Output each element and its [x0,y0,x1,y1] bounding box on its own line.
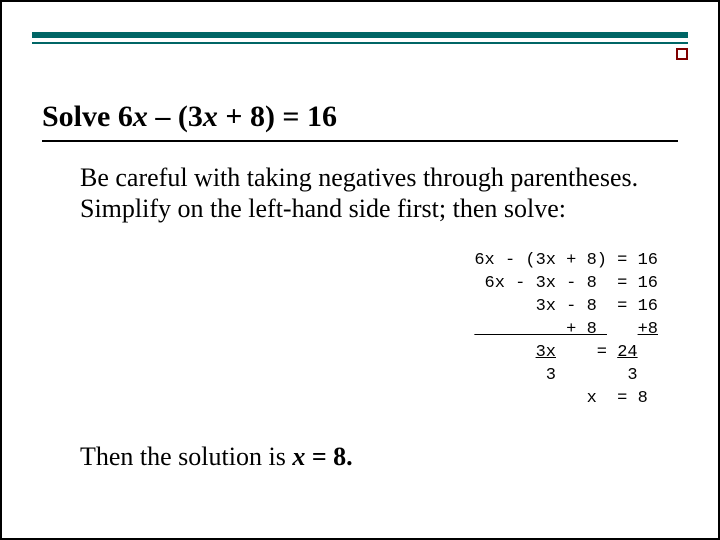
equation-line: 3 3 [474,365,658,388]
slide-title: Solve 6x – (3x + 8) = 16 [42,100,678,142]
equation-line: 3x = 24 [474,342,658,365]
equation-line: x = 8 [474,388,658,411]
conclusion-suffix: = 8. [305,442,352,471]
conclusion-var: x [292,442,305,471]
equation-line: 6x - (3x + 8) = 16 [474,250,658,273]
equation-line: 6x - 3x - 8 = 16 [474,273,658,296]
conclusion-text: Then the solution is x = 8. [80,442,353,472]
accent-square-icon [676,48,688,60]
title-var-1: x [133,100,148,133]
slide-container: Solve 6x – (3x + 8) = 16 Be careful with… [0,0,720,540]
equation-line: 3x - 8 = 16 [474,296,658,319]
top-bar [32,32,688,38]
top-bar-line [32,42,688,44]
equation-steps: 6x - (3x + 8) = 16 6x - 3x - 8 = 16 3x -… [474,250,658,411]
conclusion-prefix: Then the solution is [80,442,292,471]
title-var-2: x [203,100,218,133]
title-text-1: Solve 6 [42,100,133,133]
body-text: Be careful with taking negatives through… [80,162,658,224]
title-text-3: + 8) = 16 [218,100,337,133]
title-text-2: – (3 [148,100,203,133]
equation-line: + 8 +8 [474,319,658,342]
